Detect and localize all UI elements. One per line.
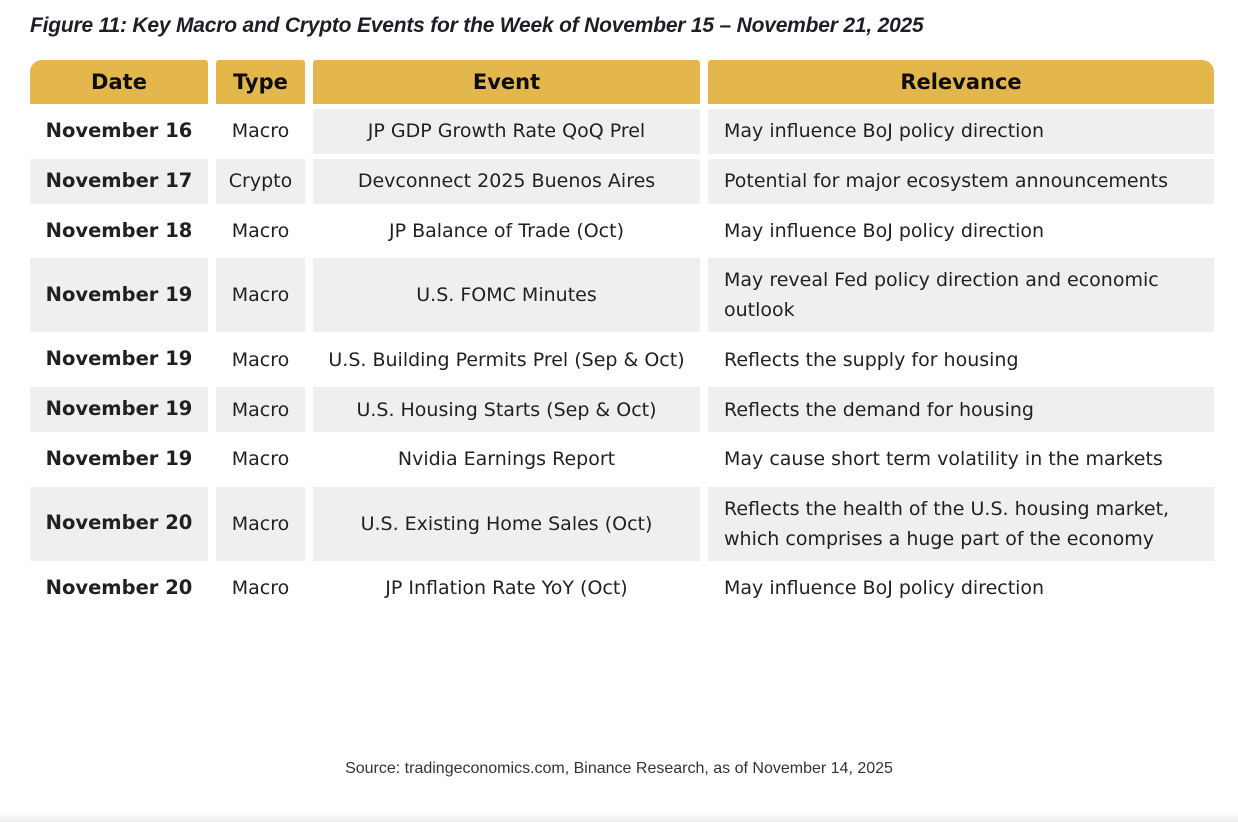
relevance-cell: May reveal Fed policy direction and econ…	[708, 258, 1214, 333]
table-row: November 20 Macro U.S. Existing Home Sal…	[30, 486, 1214, 561]
table-row: November 19 Macro U.S. FOMC Minutes May …	[30, 258, 1214, 333]
type-cell: Macro	[216, 109, 305, 154]
relevance-cell: Reflects the supply for housing	[708, 337, 1214, 383]
header-cell-event: Event	[313, 60, 700, 104]
event-cell: JP Balance of Trade (Oct)	[313, 208, 700, 254]
table-row: November 19 Macro U.S. Housing Starts (S…	[30, 387, 1214, 433]
table-row: November 17 Crypto Devconnect 2025 Bueno…	[30, 158, 1214, 204]
table-row: November 20 Macro JP Inflation Rate YoY …	[30, 565, 1214, 611]
date-cell: November 20	[30, 565, 208, 611]
table-body: November 16 Macro JP GDP Growth Rate QoQ…	[30, 109, 1214, 611]
table-row: November 19 Macro Nvidia Earnings Report…	[30, 437, 1214, 482]
date-cell: November 16	[30, 109, 208, 154]
event-cell: JP Inflation Rate YoY (Oct)	[313, 565, 700, 611]
relevance-cell: Reflects the health of the U.S. housing …	[708, 486, 1214, 561]
event-cell: Nvidia Earnings Report	[313, 437, 700, 482]
date-cell: November 20	[30, 486, 208, 561]
event-cell: U.S. Housing Starts (Sep & Oct)	[313, 387, 700, 433]
table-header-row: Date Type Event Relevance	[30, 60, 1214, 104]
source-caption: Source: tradingeconomics.com, Binance Re…	[345, 760, 893, 777]
type-cell: Macro	[216, 565, 305, 611]
table-row: November 19 Macro U.S. Building Permits …	[30, 337, 1214, 383]
date-cell: November 19	[30, 437, 208, 482]
type-cell: Macro	[216, 437, 305, 482]
event-cell: JP GDP Growth Rate QoQ Prel	[313, 109, 700, 154]
date-cell: November 17	[30, 158, 208, 204]
event-cell: U.S. FOMC Minutes	[313, 258, 700, 333]
header-cell-relevance: Relevance	[708, 60, 1214, 104]
event-cell: U.S. Existing Home Sales (Oct)	[313, 486, 700, 561]
date-cell: November 18	[30, 208, 208, 254]
type-cell: Macro	[216, 208, 305, 254]
type-cell: Macro	[216, 387, 305, 433]
relevance-cell: May cause short term volatility in the m…	[708, 437, 1214, 482]
type-cell: Macro	[216, 337, 305, 383]
event-cell: U.S. Building Permits Prel (Sep & Oct)	[313, 337, 700, 383]
table-row: November 16 Macro JP GDP Growth Rate QoQ…	[30, 109, 1214, 154]
type-cell: Crypto	[216, 158, 305, 204]
events-table-grid: Date Type Event Relevance November 16 Ma…	[22, 55, 1222, 616]
event-cell: Devconnect 2025 Buenos Aires	[313, 158, 700, 204]
type-cell: Macro	[216, 258, 305, 333]
relevance-cell: May influence BoJ policy direction	[708, 208, 1214, 254]
bottom-shadow	[0, 812, 1238, 822]
relevance-cell: May influence BoJ policy direction	[708, 109, 1214, 154]
figure-title: Figure 11: Key Macro and Crypto Events f…	[30, 14, 924, 37]
date-cell: November 19	[30, 387, 208, 433]
header-cell-date: Date	[30, 60, 208, 104]
type-cell: Macro	[216, 486, 305, 561]
header-cell-type: Type	[216, 60, 305, 104]
date-cell: November 19	[30, 337, 208, 383]
date-cell: November 19	[30, 258, 208, 333]
table-row: November 18 Macro JP Balance of Trade (O…	[30, 208, 1214, 254]
relevance-cell: May influence BoJ policy direction	[708, 565, 1214, 611]
relevance-cell: Reflects the demand for housing	[708, 387, 1214, 433]
relevance-cell: Potential for major ecosystem announceme…	[708, 158, 1214, 204]
events-table: Date Type Event Relevance November 16 Ma…	[22, 55, 1222, 616]
